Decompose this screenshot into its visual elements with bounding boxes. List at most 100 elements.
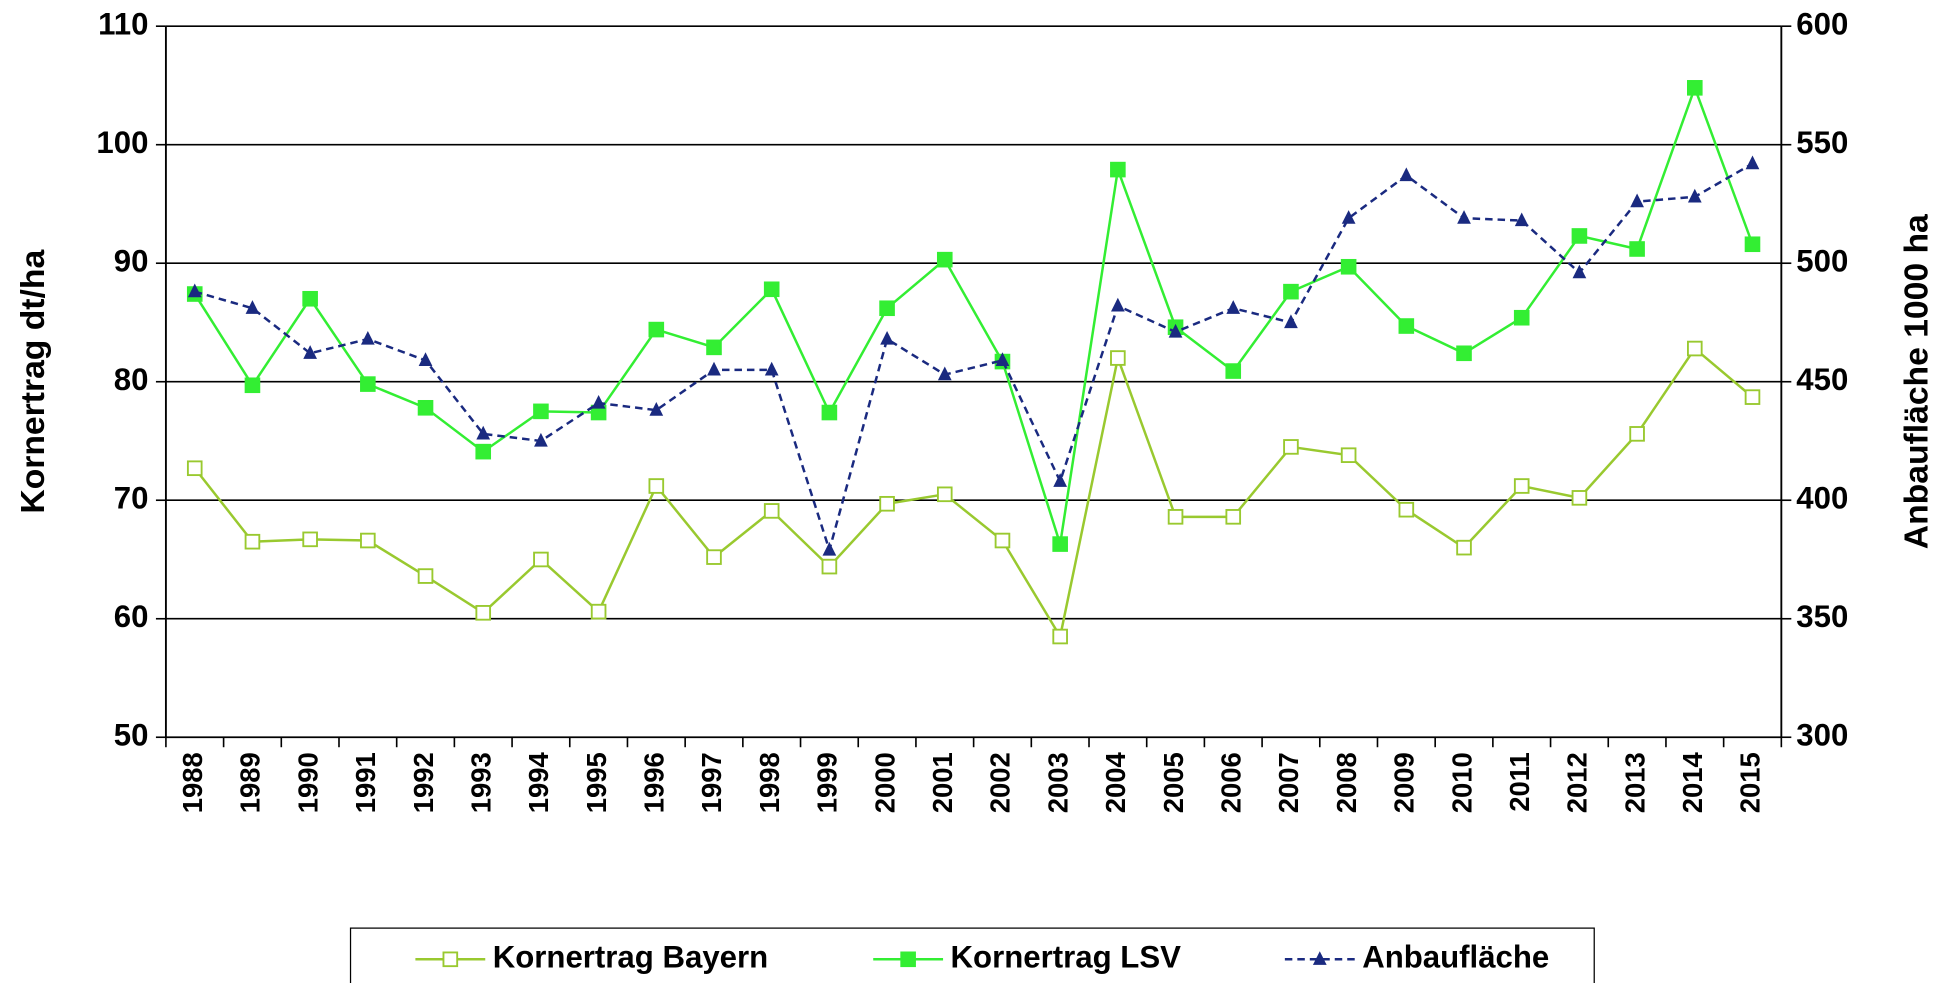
y2-tick-label: 400: [1796, 480, 1848, 515]
marker: [763, 503, 780, 519]
marker: [1341, 210, 1356, 224]
marker: [360, 376, 376, 392]
marker: [475, 443, 492, 460]
x-tick-label: 2015: [1735, 752, 1766, 813]
x-tick-label: 1997: [696, 752, 727, 813]
marker: [1745, 155, 1760, 170]
y2-tick-label: 350: [1796, 599, 1848, 634]
x-tick-label: 1998: [754, 752, 785, 813]
marker: [880, 330, 894, 345]
x-tick-label: 1993: [465, 752, 496, 813]
x-tick-label: 2007: [1273, 752, 1304, 813]
marker: [1225, 363, 1242, 379]
y-tick-label: 110: [98, 6, 148, 41]
marker: [648, 478, 665, 494]
marker: [187, 283, 202, 298]
marker: [1571, 490, 1588, 506]
marker: [763, 281, 780, 298]
marker: [1110, 297, 1125, 312]
marker: [1398, 501, 1415, 518]
y-axis-title: Kornertrag dt/ha: [15, 250, 52, 514]
marker: [244, 533, 261, 550]
marker: [418, 352, 433, 367]
x-tick-label: 1988: [177, 752, 208, 813]
y-tick-label: 80: [114, 362, 149, 397]
y-tick-label: 60: [114, 599, 149, 634]
marker: [360, 532, 376, 549]
x-tick-label: 1990: [292, 752, 323, 813]
x-tick-label: 2011: [1504, 752, 1535, 812]
legend-marker: [442, 951, 459, 968]
marker: [186, 460, 203, 477]
marker: [879, 300, 895, 317]
y2-tick-label: 500: [1796, 243, 1848, 278]
series-line: [193, 346, 1754, 640]
y2-tick-label: 300: [1796, 717, 1848, 752]
marker: [936, 251, 953, 268]
marker: [1571, 228, 1588, 244]
marker: [591, 394, 606, 409]
x-tick-label: 2002: [985, 752, 1016, 813]
marker: [995, 352, 1010, 367]
marker: [303, 345, 318, 359]
marker: [1629, 426, 1645, 442]
marker: [245, 300, 260, 314]
marker: [417, 399, 434, 416]
marker: [649, 402, 664, 416]
marker: [1284, 314, 1298, 329]
series-line: [193, 84, 1754, 545]
marker: [476, 425, 491, 440]
marker: [1110, 161, 1126, 178]
x-tick-label: 2012: [1562, 752, 1593, 813]
marker: [821, 404, 838, 421]
x-tick-label: 1996: [639, 752, 670, 813]
x-tick-label: 1994: [523, 751, 554, 813]
x-tick-label: 2005: [1158, 752, 1189, 813]
marker: [302, 531, 318, 548]
marker: [764, 361, 779, 376]
marker: [1225, 509, 1242, 525]
marker: [1283, 283, 1299, 300]
marker: [1283, 439, 1299, 455]
marker: [1340, 258, 1357, 275]
marker: [706, 339, 722, 356]
marker: [1630, 193, 1644, 208]
marker: [1744, 236, 1761, 253]
legend-marker: [900, 951, 916, 968]
y-tick-label: 50: [114, 717, 149, 752]
marker: [1226, 300, 1241, 314]
marker: [1456, 539, 1472, 556]
legend-box: [349, 927, 1595, 983]
marker: [590, 603, 607, 620]
marker: [417, 568, 434, 584]
marker: [1513, 478, 1530, 494]
marker: [648, 321, 665, 338]
y-tick-label: 90: [114, 243, 149, 278]
marker: [994, 532, 1011, 549]
legend-marker: [1312, 951, 1327, 965]
marker: [936, 486, 953, 503]
marker: [1572, 264, 1587, 279]
x-tick-label: 2000: [869, 752, 900, 813]
marker: [534, 432, 548, 447]
x-tick-label: 1995: [581, 752, 612, 813]
x-tick-label: 1999: [812, 752, 843, 813]
marker: [1399, 167, 1414, 182]
y2-axis-title: Anbaufläche 1000 ha: [1898, 214, 1935, 549]
y-tick-label: 70: [114, 480, 149, 515]
y2-tick-label: 450: [1796, 362, 1848, 397]
x-tick-label: 2010: [1446, 752, 1477, 813]
marker: [1398, 318, 1415, 334]
marker: [302, 290, 318, 307]
marker: [1168, 323, 1183, 338]
x-tick-label: 1991: [350, 752, 381, 813]
marker: [244, 377, 261, 394]
marker: [937, 366, 952, 381]
marker: [1053, 473, 1068, 487]
x-tick-label: 2003: [1042, 752, 1073, 813]
marker: [1457, 210, 1471, 224]
marker: [1687, 340, 1703, 357]
marker: [706, 549, 722, 565]
marker: [1052, 628, 1068, 645]
